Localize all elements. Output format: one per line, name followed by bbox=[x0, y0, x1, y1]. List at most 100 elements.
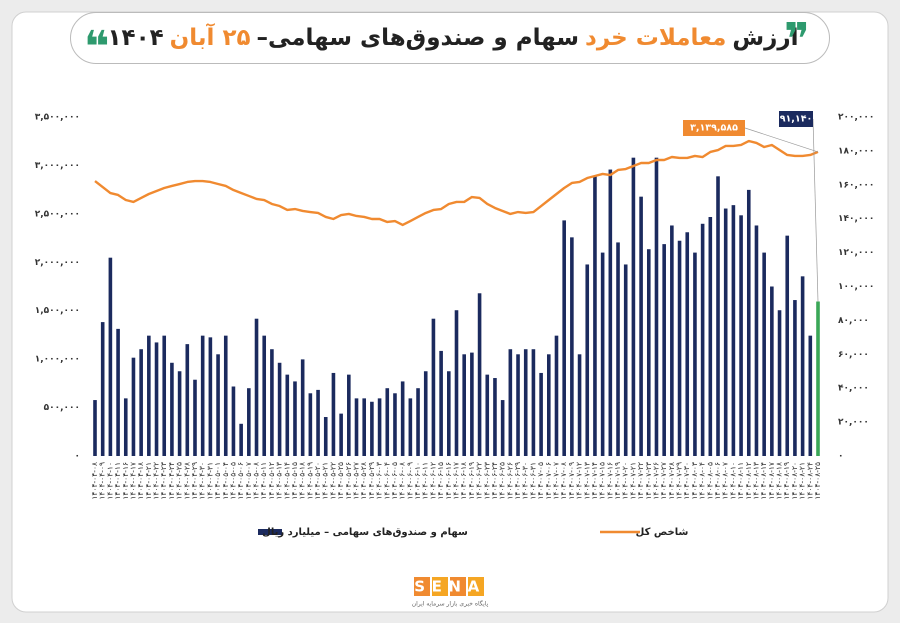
tagline: پایگاه خبری بازار سرمایه ایران bbox=[412, 600, 489, 608]
bar bbox=[193, 379, 197, 456]
bar bbox=[716, 176, 720, 456]
bar bbox=[462, 354, 466, 456]
bar bbox=[339, 413, 343, 456]
x-tick-label: ۱۴۰۴-۰۶-۰۴ bbox=[382, 462, 391, 500]
x-tick-label: ۱۴۰۴-۰۴-۱۷ bbox=[128, 462, 137, 500]
title-part: ۲۵ آبان bbox=[169, 25, 251, 51]
bar bbox=[162, 335, 167, 456]
x-tick-label: ۱۴۰۴-۰۵-۰۷ bbox=[244, 462, 253, 500]
bar bbox=[623, 264, 628, 456]
bar bbox=[593, 176, 597, 456]
x-tick-label: ۱۴۰۴-۰۴-۳۱ bbox=[205, 462, 214, 500]
legend-label: سهام و صندوق‌های سهامی – میلیارد ریال bbox=[262, 527, 468, 538]
logo: SENA bbox=[414, 578, 486, 596]
bar bbox=[108, 257, 113, 456]
label-connector bbox=[812, 118, 819, 302]
x-tick-label: ۱۴۰۴-۰۷-۱۶ bbox=[605, 462, 614, 500]
x-tick-label: ۱۴۰۴-۰۷-۱۴ bbox=[590, 462, 599, 500]
bar bbox=[439, 350, 443, 456]
bar bbox=[616, 242, 620, 456]
x-tick-label: ۱۴۰۴-۰۵-۲۱ bbox=[321, 462, 330, 500]
x-tick-label: ۱۴۰۴-۰۶-۱۸ bbox=[459, 462, 468, 500]
bar bbox=[454, 310, 459, 456]
bar bbox=[485, 374, 490, 456]
bar bbox=[254, 318, 259, 456]
bar bbox=[416, 388, 420, 456]
y-tick-label: ۰ bbox=[75, 452, 81, 462]
x-tick-label: ۱۴۰۴-۰۸-۲۵ bbox=[813, 462, 822, 500]
x-tick-label: ۱۴۰۴-۰۵-۲۶ bbox=[344, 462, 353, 500]
x-tick-label: ۱۴۰۴-۰۷-۱۵ bbox=[598, 462, 607, 500]
x-tick-label: ۱۴۰۴-۰۷-۰۹ bbox=[567, 462, 576, 500]
bar bbox=[93, 400, 97, 456]
y-tick-label: ۲,۰۰۰,۰۰۰ bbox=[35, 258, 80, 268]
x-tick-label: ۱۴۰۴-۰۵-۲۰ bbox=[313, 462, 322, 500]
x-tick-label: ۱۴۰۴-۰۴-۲۱ bbox=[144, 462, 153, 500]
bar bbox=[685, 232, 690, 456]
bar bbox=[423, 371, 428, 456]
bar bbox=[723, 208, 728, 456]
x-tick-label: ۱۴۰۴-۰۴-۲۵ bbox=[175, 462, 184, 500]
bar bbox=[170, 362, 174, 456]
x-tick-label: ۱۴۰۴-۰۷-۰۵ bbox=[536, 462, 545, 500]
bar bbox=[808, 335, 813, 456]
bar bbox=[208, 337, 213, 456]
bar bbox=[300, 359, 305, 456]
bar bbox=[777, 310, 782, 456]
bar bbox=[393, 393, 397, 456]
y2-tick-label: ۴۰,۰۰۰ bbox=[838, 384, 869, 394]
bar bbox=[308, 393, 313, 456]
x-tick-label: ۱۴۰۴-۰۸-۲۴ bbox=[805, 462, 814, 500]
bar bbox=[470, 352, 474, 456]
y2-tick-label: ۲۰۰,۰۰۰ bbox=[838, 113, 874, 123]
bar bbox=[377, 398, 382, 456]
x-tick-label: ۱۴۰۴-۰۶-۳۱ bbox=[528, 462, 537, 500]
label-box bbox=[779, 111, 813, 127]
x-tick-label: ۱۴۰۴-۰۷-۱۳ bbox=[582, 462, 591, 500]
x-tick-label: ۱۴۰۴-۰۶-۱۵ bbox=[436, 462, 445, 500]
y2-tick-label: ۱۶۰,۰۰۰ bbox=[838, 180, 874, 190]
chart-title: ارزش معاملات خرد سهام و صندوق‌های سهامی– ۲۵… bbox=[70, 12, 830, 64]
x-tick-label: ۱۴۰۴-۰۶-۲۲ bbox=[475, 462, 484, 500]
bar bbox=[362, 398, 367, 456]
x-tick-label: ۱۴۰۴-۰۶-۰۳ bbox=[375, 462, 384, 500]
x-tick-label: ۱۴۰۴-۰۸-۱۹ bbox=[782, 462, 791, 500]
x-tick-label: ۱۴۰۴-۰۶-۱۱ bbox=[421, 462, 430, 500]
bar bbox=[262, 335, 267, 456]
x-tick-label: ۱۴۰۴-۰۸-۱۰ bbox=[728, 462, 737, 500]
bar bbox=[516, 354, 520, 456]
bar bbox=[693, 252, 697, 456]
x-tick-label: ۱۴۰۴-۰۵-۲۵ bbox=[336, 462, 345, 500]
y-tick-label: ۱,۰۰۰,۰۰۰ bbox=[35, 355, 80, 365]
x-tick-label: ۱۴۰۴-۰۴-۲۲ bbox=[152, 462, 161, 500]
bar bbox=[185, 344, 190, 456]
bar bbox=[123, 398, 128, 456]
bar bbox=[662, 244, 666, 456]
legend-label: شاخص کل bbox=[636, 527, 689, 538]
x-tick-label: ۱۴۰۴-۰۴-۲۴ bbox=[167, 462, 176, 500]
bar bbox=[500, 400, 505, 456]
bar bbox=[570, 237, 574, 456]
x-tick-label: ۱۴۰۴-۰۶-۱۷ bbox=[452, 462, 461, 500]
bar bbox=[562, 220, 566, 456]
x-tick-label: ۱۴۰۴-۰۷-۲۲ bbox=[636, 462, 645, 500]
bar bbox=[816, 301, 820, 456]
y2-tick-label: ۲۰,۰۰۰ bbox=[838, 418, 869, 428]
x-tick-label: ۱۴۰۴-۰۷-۰۶ bbox=[544, 462, 553, 500]
x-tick-label: ۱۴۰۴-۰۸-۰۳ bbox=[690, 462, 699, 500]
bar bbox=[447, 371, 451, 456]
x-tick-label: ۱۴۰۴-۰۵-۱۵ bbox=[290, 462, 299, 500]
bar bbox=[646, 249, 651, 456]
x-tick-label: ۱۴۰۴-۰۵-۱۱ bbox=[259, 462, 268, 500]
bar bbox=[131, 357, 136, 456]
y2-tick-label: ۱۰۰,۰۰۰ bbox=[838, 282, 874, 292]
x-tick-label: ۱۴۰۴-۰۸-۰۶ bbox=[713, 462, 722, 500]
x-tick-label: ۱۴۰۴-۰۴-۰۸ bbox=[90, 462, 99, 500]
x-tick-label: ۱۴۰۴-۰۴-۱۱ bbox=[113, 462, 122, 500]
logo-box bbox=[432, 577, 448, 596]
x-tick-label: ۱۴۰۴-۰۵-۰۵ bbox=[228, 462, 237, 500]
bar bbox=[216, 354, 220, 456]
x-tick-label: ۱۴۰۴-۰۴-۱۰ bbox=[105, 462, 114, 500]
x-tick-label: ۱۴۰۴-۰۵-۱۴ bbox=[282, 462, 291, 500]
